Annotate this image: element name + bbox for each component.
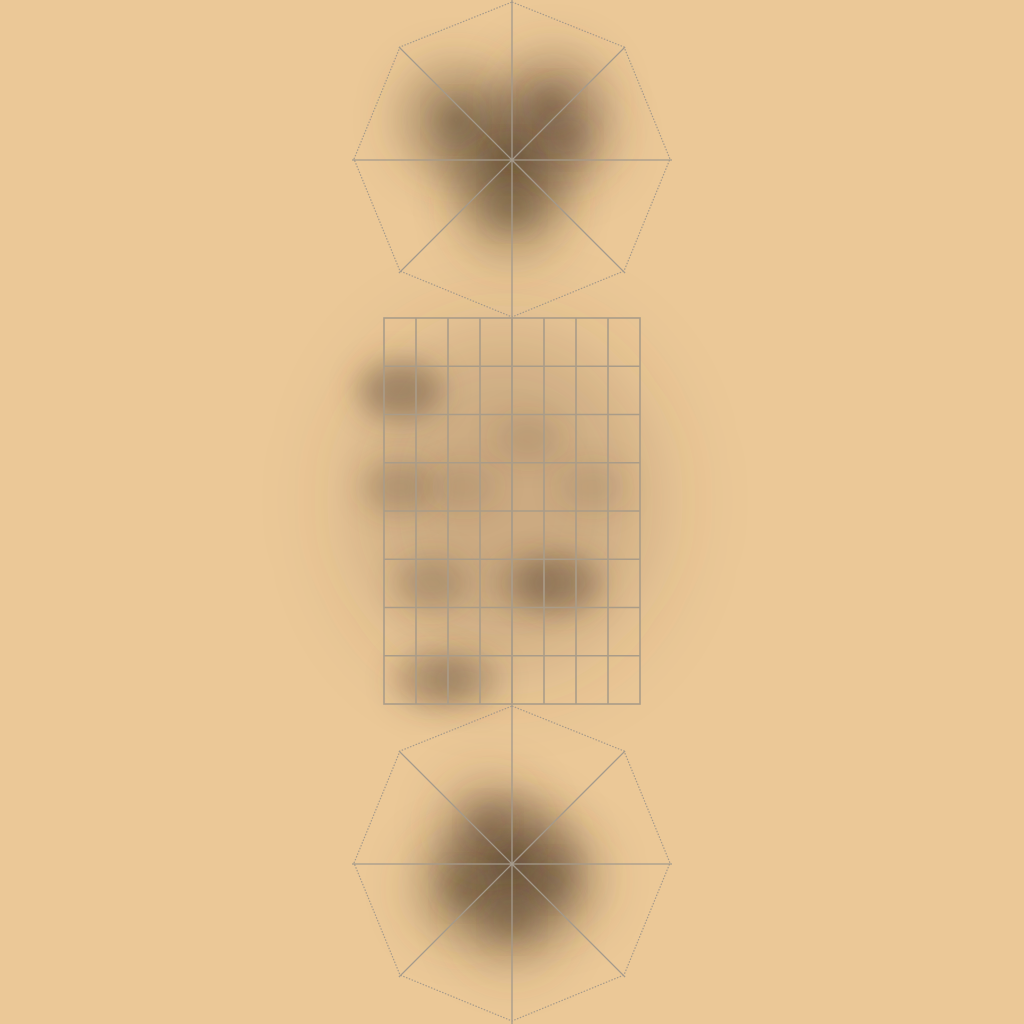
grid-piece-blot [491, 557, 565, 610]
grid-piece-blot [558, 462, 626, 512]
bottom-octagon-arena[interactable] [352, 704, 672, 1024]
grid-piece-blot [358, 360, 442, 420]
bottom-arena-piece-core [470, 806, 506, 842]
arena-spoke [511, 750, 626, 865]
grid-piece-blot [494, 414, 562, 464]
arena-spoke [398, 159, 513, 274]
top-arena-piece-core [550, 118, 586, 154]
arena-spoke [398, 46, 513, 161]
arena-spoke [398, 750, 513, 865]
arena-spoke [511, 46, 626, 161]
arena-spoke [511, 159, 626, 274]
bottom-arena-spokes [352, 704, 672, 1024]
top-octagon-arena[interactable] [352, 0, 672, 320]
top-arena-piece-core [438, 102, 474, 138]
grid-piece-blot [362, 460, 438, 514]
grid-lines [384, 318, 640, 704]
grid-piece-blot [394, 556, 470, 610]
grid-piece-blot [430, 462, 498, 512]
top-arena-spokes [352, 0, 672, 320]
grid-piece-blot [426, 653, 502, 707]
arena-spoke [511, 863, 626, 978]
arena-spoke [398, 863, 513, 978]
